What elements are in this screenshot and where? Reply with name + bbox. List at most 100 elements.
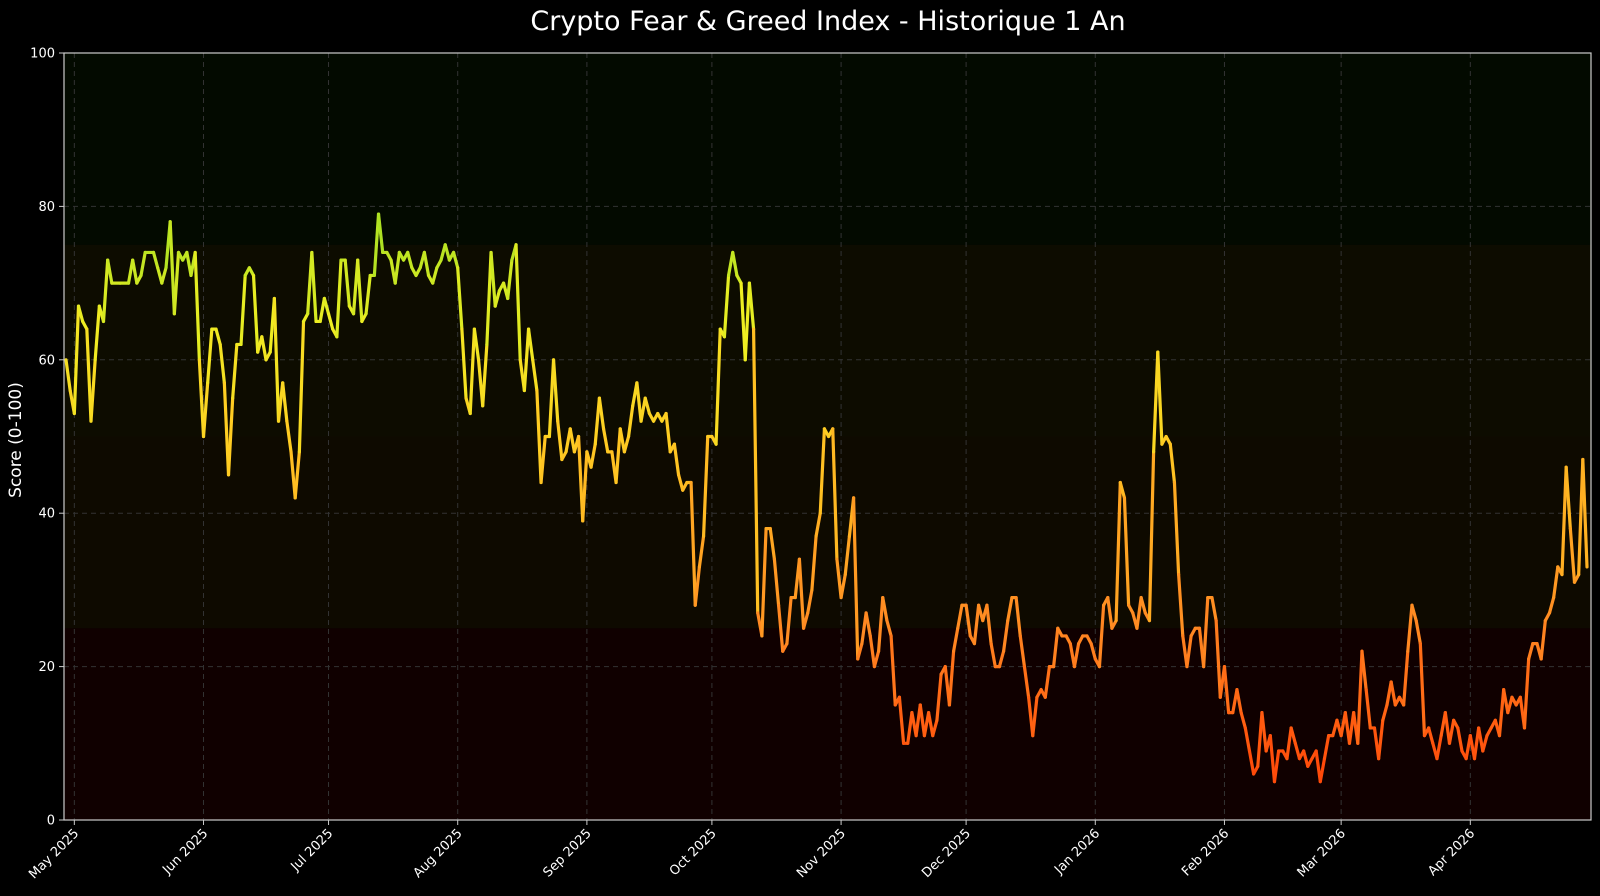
line-segment xyxy=(689,480,697,607)
line-segment xyxy=(889,634,897,707)
line-segment xyxy=(1552,565,1560,600)
line-segment xyxy=(1568,526,1577,584)
line-segment xyxy=(1272,749,1281,784)
line-segment xyxy=(451,250,460,270)
line-segment xyxy=(1156,350,1164,446)
line-segment xyxy=(1239,711,1247,730)
line-segment xyxy=(1477,726,1485,753)
line-segment xyxy=(1302,749,1310,768)
line-segment xyxy=(1235,688,1243,715)
line-segment xyxy=(1497,688,1506,738)
line-segment xyxy=(751,327,760,615)
line-segment xyxy=(1502,688,1510,715)
line-segment xyxy=(160,266,168,285)
line-segment xyxy=(947,649,956,707)
line-segment xyxy=(931,718,939,738)
line-segment xyxy=(1222,664,1231,715)
line-segment xyxy=(568,427,576,454)
line-segment xyxy=(1293,741,1302,761)
line-segment xyxy=(601,427,610,454)
line-segment xyxy=(1214,618,1222,699)
line-segment xyxy=(1247,749,1256,776)
line-segment xyxy=(406,250,414,270)
line-segment xyxy=(151,250,160,270)
line-segment xyxy=(814,511,822,538)
line-segment xyxy=(456,266,464,331)
line-segment xyxy=(776,603,785,653)
line-segment xyxy=(589,442,597,469)
line-segment xyxy=(635,381,643,423)
line-segment xyxy=(839,572,847,600)
line-segment xyxy=(206,327,214,385)
line-segment xyxy=(697,534,706,569)
line-segment xyxy=(593,396,601,446)
line-segment xyxy=(1139,595,1147,615)
line-segment xyxy=(168,220,176,316)
line-segment xyxy=(1097,603,1106,669)
line-segment xyxy=(326,312,335,331)
line-segment xyxy=(85,327,93,423)
y-tick-label-5: 100 xyxy=(30,47,55,62)
line-segment xyxy=(539,434,547,485)
line-segment xyxy=(801,611,810,630)
line-segment xyxy=(1322,734,1331,761)
line-segment xyxy=(597,396,606,431)
line-segment xyxy=(785,595,793,646)
line-segment xyxy=(1052,626,1060,669)
plot-frame xyxy=(63,52,1592,821)
line-segment xyxy=(193,250,201,362)
line-segment xyxy=(835,557,843,600)
line-segment xyxy=(226,396,235,477)
axes xyxy=(59,52,1592,825)
line-segment xyxy=(1377,718,1385,761)
line-segment xyxy=(285,419,293,454)
line-segment xyxy=(1106,595,1114,630)
line-segment xyxy=(806,588,814,615)
line-segment xyxy=(1435,734,1443,761)
line-segment xyxy=(197,358,206,439)
line-segment xyxy=(431,266,439,285)
line-segment xyxy=(1356,649,1364,745)
line-segment xyxy=(131,258,139,285)
line-segment xyxy=(506,258,514,301)
line-segment xyxy=(1022,664,1031,699)
zone-band-2 xyxy=(64,244,1591,437)
line-segment xyxy=(614,427,622,485)
line-segment xyxy=(1122,496,1131,607)
line-segment xyxy=(139,250,147,278)
line-segment xyxy=(1410,603,1418,623)
line-segment xyxy=(956,603,964,630)
line-segment xyxy=(810,534,818,592)
line-segment xyxy=(676,473,685,492)
line-segment xyxy=(664,411,672,454)
line-segment xyxy=(1506,695,1514,715)
y-tick-label-1: 20 xyxy=(38,660,55,675)
line-segment xyxy=(1427,726,1435,745)
line-segment xyxy=(526,327,535,362)
line-segment xyxy=(89,358,97,423)
line-segment xyxy=(297,319,306,454)
line-segment xyxy=(964,603,972,638)
line-segment xyxy=(1539,618,1547,661)
line-segment xyxy=(1014,595,1022,638)
line-segment xyxy=(1547,595,1556,615)
line-segment xyxy=(851,496,860,661)
grid-lines xyxy=(64,53,1591,820)
line-segment xyxy=(731,250,739,278)
line-segment xyxy=(1406,603,1414,653)
line-segment xyxy=(372,212,381,278)
line-segment xyxy=(951,626,960,653)
line-segment xyxy=(1031,695,1039,738)
line-segment xyxy=(310,250,318,324)
line-segment xyxy=(797,557,806,630)
line-segment xyxy=(985,603,993,646)
line-segment xyxy=(1147,450,1156,623)
line-segment xyxy=(1447,718,1456,745)
line-segment xyxy=(522,327,531,393)
line-segment xyxy=(318,296,326,324)
y-tick-label-3: 60 xyxy=(38,353,55,368)
line-segment xyxy=(1560,465,1568,577)
line-segment xyxy=(485,250,493,347)
line-segment xyxy=(876,595,885,653)
